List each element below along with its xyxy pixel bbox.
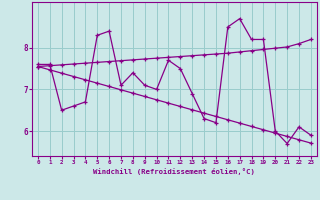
- X-axis label: Windchill (Refroidissement éolien,°C): Windchill (Refroidissement éolien,°C): [93, 168, 255, 175]
